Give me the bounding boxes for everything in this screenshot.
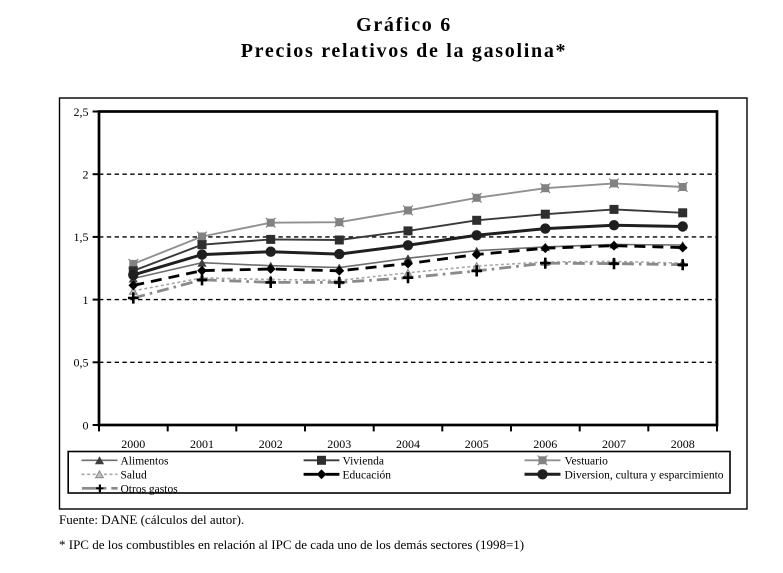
svg-text:0,5: 0,5 [74, 356, 89, 370]
svg-text:2006: 2006 [533, 437, 557, 451]
svg-text:Salud: Salud [121, 469, 147, 481]
svg-text:2004: 2004 [396, 437, 420, 451]
svg-text:2008: 2008 [671, 437, 695, 451]
svg-text:1: 1 [83, 293, 89, 307]
svg-text:2003: 2003 [327, 437, 351, 451]
svg-text:Otros gastos: Otros gastos [121, 483, 179, 495]
svg-text:2005: 2005 [465, 437, 489, 451]
svg-text:0: 0 [83, 418, 89, 432]
svg-text:Vestuario: Vestuario [565, 455, 609, 467]
svg-text:2002: 2002 [259, 437, 283, 451]
svg-text:2007: 2007 [602, 437, 626, 451]
svg-text:Educación: Educación [343, 469, 392, 481]
svg-text:1,5: 1,5 [74, 230, 89, 244]
svg-text:Diversion, cultura y esparcimi: Diversion, cultura y esparcimiento [565, 469, 724, 481]
svg-text:2000: 2000 [121, 437, 145, 451]
svg-text:2: 2 [83, 168, 89, 182]
svg-text:Vivienda: Vivienda [343, 455, 384, 467]
svg-text:2001: 2001 [190, 437, 214, 451]
svg-text:2,5: 2,5 [74, 105, 89, 119]
svg-text:Alimentos: Alimentos [121, 455, 169, 467]
